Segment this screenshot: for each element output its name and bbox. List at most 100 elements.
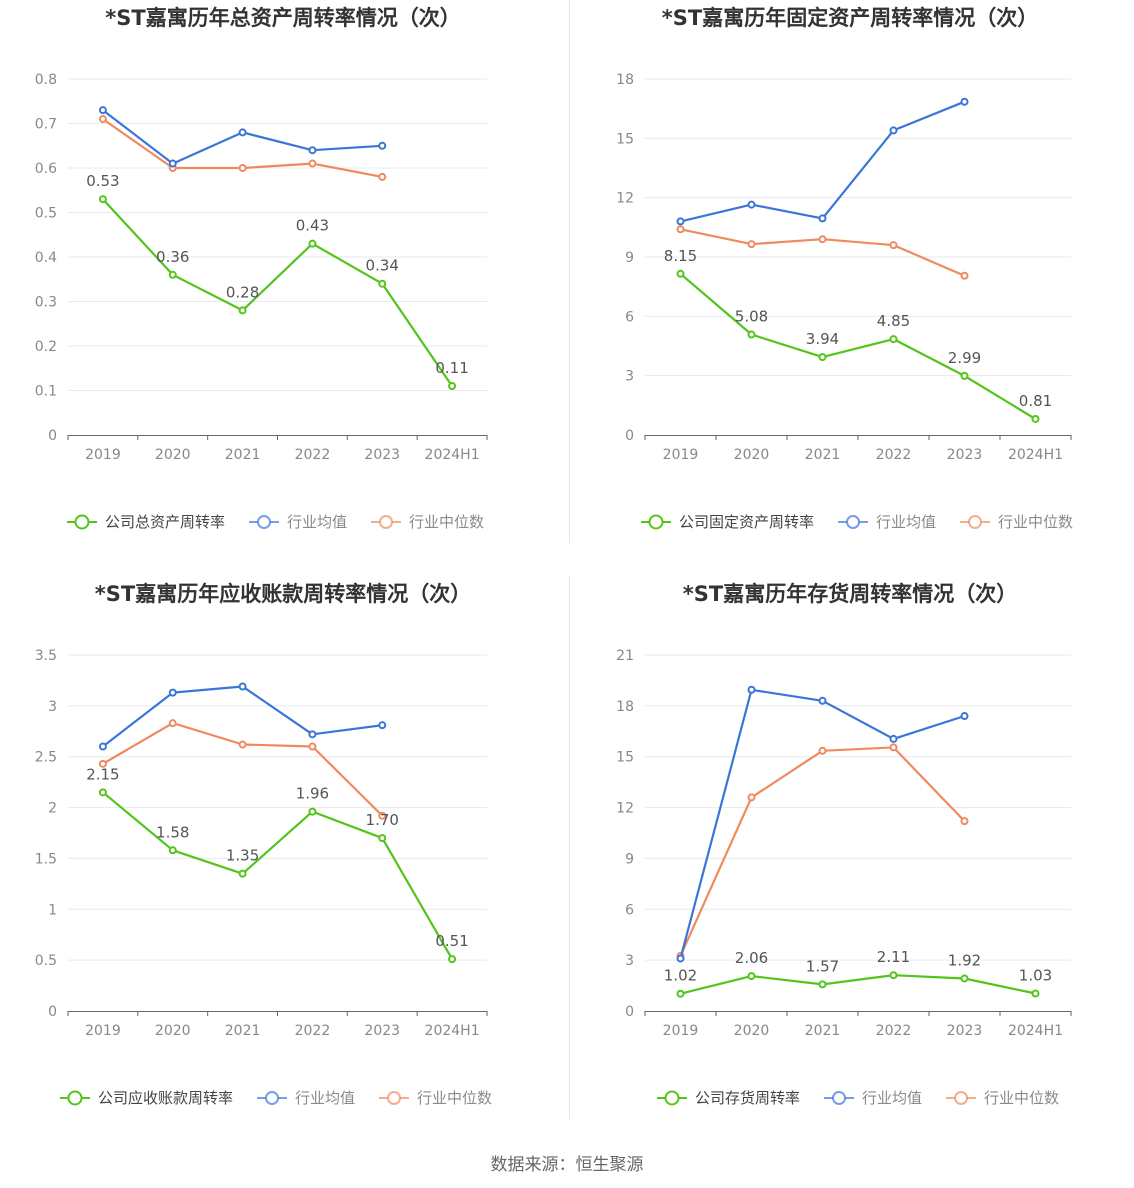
y-tick-label: 3 [48, 699, 57, 715]
chart-title: *ST嘉寓历年存货周转率情况（次） [683, 582, 1017, 606]
data-label: 2.99 [948, 349, 981, 367]
data-point-avg [818, 214, 827, 223]
data-point-avg [98, 742, 107, 751]
chart-total-asset-turnover: *ST嘉寓历年总资产周转率情况（次） 0 0.1 0.2 0.3 0.4 0.5 0.6 0.7… [0, 0, 567, 576]
legend-label: 行业均值 [876, 513, 936, 531]
data-point-avg [308, 146, 317, 155]
series-line-median [102, 722, 384, 817]
data-point-company [960, 974, 969, 983]
x-tick-label: 2022 [876, 447, 912, 463]
legend-label: 行业均值 [287, 513, 347, 531]
legend-marker-avg [832, 1091, 847, 1105]
data-point-avg [378, 141, 387, 150]
series-line-median [679, 746, 966, 957]
legend-label: 行业均值 [295, 1089, 355, 1107]
data-label: 1.03 [1019, 967, 1052, 985]
data-label: 4.85 [877, 312, 910, 330]
data-label: 0.53 [86, 172, 119, 190]
data-label: 1.57 [806, 957, 839, 975]
data-point-company [676, 989, 685, 998]
data-point-avg [676, 217, 685, 226]
chart-inventory-turnover: *ST嘉寓历年存货周转率情况（次） 0 3 6 9 12 15 18 21 2019 2020 202… [567, 576, 1134, 1152]
legend-label: 公司总资产周转率 [105, 513, 225, 531]
data-label: 5.08 [735, 308, 768, 326]
x-tick-label: 2024H1 [1008, 447, 1063, 463]
y-tick-label: 0 [48, 1004, 57, 1020]
legend-marker-avg [846, 515, 861, 529]
data-label: 1.92 [948, 951, 981, 969]
y-tick-label: 1.5 [35, 851, 57, 867]
data-label: 0.51 [435, 932, 468, 950]
legend-label: 行业中位数 [409, 513, 484, 531]
data-point-median [818, 235, 827, 244]
data-point-avg [889, 126, 898, 135]
data-point-avg [747, 685, 756, 694]
data-point-company [98, 788, 107, 797]
y-tick-label: 0 [48, 428, 57, 444]
data-point-avg [960, 712, 969, 721]
legend-marker-company [74, 514, 90, 530]
data-label: 1.58 [156, 823, 189, 841]
x-tick-label: 2022 [295, 1023, 331, 1039]
x-tick-label: 2021 [225, 1023, 261, 1039]
y-tick-label: 9 [625, 851, 634, 867]
y-tick-label: 6 [625, 902, 634, 918]
data-point-company [676, 269, 685, 278]
chart-title: *ST嘉寓历年应收账款周转率情况（次） [95, 582, 471, 606]
data-label: 0.11 [435, 359, 468, 377]
x-tick-label: 2023 [364, 1023, 400, 1039]
divider [569, 576, 570, 1119]
x-tick-label: 2019 [85, 1023, 121, 1039]
data-point-median [238, 740, 247, 749]
data-point-company [308, 807, 317, 816]
data-point-company [1031, 414, 1040, 423]
series-line-company [102, 791, 454, 960]
y-tick-label: 0.5 [35, 206, 57, 222]
y-tick-label: 0.1 [35, 384, 57, 400]
legend: 公司应收账款周转率 行业均值 行业中位数 [60, 1089, 492, 1107]
x-tick-label: 2022 [295, 447, 331, 463]
y-tick-label: 3.5 [35, 648, 57, 664]
y-tick-label: 18 [616, 699, 634, 715]
data-point-avg [960, 97, 969, 106]
y-tick-label: 3 [625, 953, 634, 969]
data-point-avg [238, 682, 247, 691]
x-tick-label: 2019 [663, 1023, 699, 1039]
y-tick-label: 15 [616, 750, 634, 766]
data-point-company [308, 239, 317, 248]
data-label: 1.70 [366, 811, 399, 829]
data-label: 2.11 [877, 948, 910, 966]
y-tick-label: 21 [616, 648, 634, 664]
data-point-median [889, 241, 898, 250]
chart-svg: *ST嘉寓历年存货周转率情况（次） 0 3 6 9 12 15 18 21 2019 2020 202… [616, 582, 1072, 1107]
data-point-avg [308, 730, 317, 739]
x-tick-label: 2024H1 [1008, 1023, 1063, 1039]
data-point-company [747, 972, 756, 981]
series-line-avg [102, 685, 383, 748]
data-point-company [818, 353, 827, 362]
data-point-avg [168, 688, 177, 697]
series-line-company [679, 272, 1037, 420]
y-tick-label: 0.8 [35, 72, 57, 88]
data-point-median [960, 271, 969, 280]
data-point-median [818, 746, 827, 755]
legend-label: 行业中位数 [417, 1089, 492, 1107]
data-point-avg [747, 200, 756, 209]
x-tick-label: 2020 [734, 447, 770, 463]
series-line-company [102, 198, 454, 387]
y-tick-label: 0.5 [35, 953, 57, 969]
legend-label: 行业中位数 [998, 513, 1073, 531]
data-point-company [818, 980, 827, 989]
y-tick-label: 6 [625, 309, 634, 325]
series-line-avg [680, 100, 965, 223]
data-point-company [960, 371, 969, 380]
legend-marker-avg [257, 515, 272, 529]
x-tick-label: 2023 [947, 1023, 983, 1039]
data-point-median [960, 817, 969, 826]
legend-label: 公司应收账款周转率 [98, 1089, 233, 1107]
x-tick-label: 2019 [85, 447, 121, 463]
data-point-company [98, 195, 107, 204]
data-point-company [168, 270, 177, 279]
y-tick-label: 2 [48, 801, 57, 817]
data-point-median [676, 225, 685, 234]
